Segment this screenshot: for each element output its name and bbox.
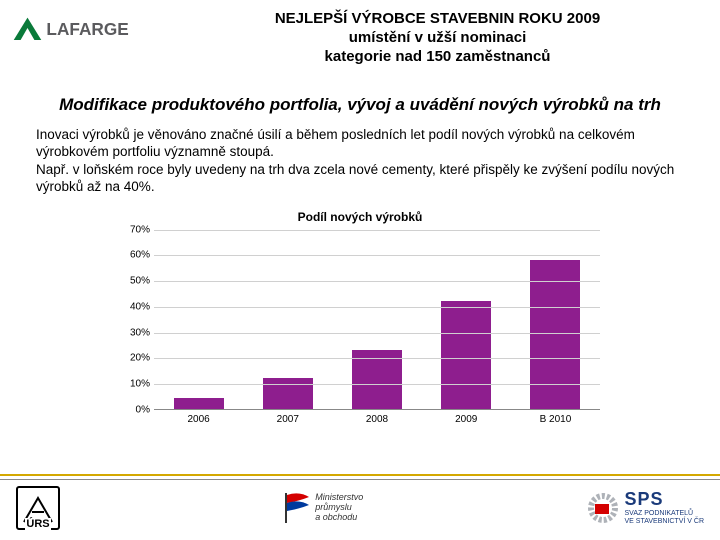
bar-chart: 0%10%20%30%40%50%60%70% xyxy=(154,230,600,410)
chart-ytick: 70% xyxy=(120,224,150,235)
chart-xlabel: 2009 xyxy=(422,410,511,425)
chart-gridline xyxy=(154,384,600,385)
title-line-1: NEJLEPŠÍ VÝROBCE STAVEBNIN ROKU 2009 xyxy=(167,10,708,29)
page-title: NEJLEPŠÍ VÝROBCE STAVEBNIN ROKU 2009 umí… xyxy=(167,8,708,66)
chart-container: Podíl nových výrobků 0%10%20%30%40%50%60… xyxy=(120,210,600,425)
footer: ÚRS Ministerstvo průmyslu a obchodu SPS … xyxy=(0,476,720,540)
chart-x-labels: 2006200720082009B 2010 xyxy=(154,410,600,425)
chart-gridline xyxy=(154,255,600,256)
chart-gridline xyxy=(154,281,600,282)
chart-ytick: 60% xyxy=(120,250,150,261)
chart-ytick: 0% xyxy=(120,404,150,415)
chart-bar-slot xyxy=(422,230,511,409)
chart-bars xyxy=(154,230,600,409)
header: LAFARGE NEJLEPŠÍ VÝROBCE STAVEBNIN ROKU … xyxy=(0,0,720,70)
mpo-line-3: a obchodu xyxy=(315,513,363,523)
chart-ytick: 30% xyxy=(120,327,150,338)
paragraph-1: Inovaci výrobků je věnováno značné úsilí… xyxy=(36,127,635,160)
mpo-line-2: průmyslu xyxy=(315,502,352,512)
chart-bar xyxy=(174,398,224,408)
urs-label: ÚRS xyxy=(25,518,50,530)
sps-logo: SPS SVAZ PODNIKATELŮ VE STAVEBNICTVÍ V Č… xyxy=(585,490,704,526)
chart-bar xyxy=(441,301,491,409)
urs-logo: ÚRS xyxy=(16,486,60,530)
chart-gridline xyxy=(154,307,600,308)
sps-gear-icon xyxy=(585,490,621,526)
lafarge-logo-text: LAFARGE xyxy=(46,19,128,39)
sps-sub-1: SVAZ PODNIKATELŮ xyxy=(625,510,704,518)
chart-ytick: 40% xyxy=(120,301,150,312)
urs-mark-icon: ÚRS xyxy=(16,486,60,530)
title-line-2: umístění v užší nominaci xyxy=(167,29,708,48)
body-paragraphs: Inovaci výrobků je věnováno značné úsilí… xyxy=(36,126,684,196)
chart-bar-slot xyxy=(511,230,600,409)
chart-xlabel: 2007 xyxy=(243,410,332,425)
title-line-3: kategorie nad 150 zaměstnanců xyxy=(167,48,708,67)
mpo-logo: Ministerstvo průmyslu a obchodu xyxy=(281,491,363,525)
section-subtitle: Modifikace produktového portfolia, vývoj… xyxy=(40,94,680,115)
chart-gridline xyxy=(154,333,600,334)
chart-title: Podíl nových výrobků xyxy=(120,210,600,224)
chart-gridline xyxy=(154,358,600,359)
chart-bar xyxy=(263,378,313,409)
mpo-flag-icon xyxy=(281,491,311,525)
sps-brand: SPS xyxy=(625,490,704,510)
chart-bar-slot xyxy=(332,230,421,409)
lafarge-logo: LAFARGE xyxy=(12,12,167,44)
chart-xlabel: B 2010 xyxy=(511,410,600,425)
chart-ytick: 20% xyxy=(120,353,150,364)
chart-bar-slot xyxy=(154,230,243,409)
paragraph-2: Např. v loňském roce byly uvedeny na trh… xyxy=(36,162,674,195)
chart-ytick: 50% xyxy=(120,276,150,287)
chart-bar-slot xyxy=(243,230,332,409)
sps-sub-2: VE STAVEBNICTVÍ V ČR xyxy=(625,518,704,526)
chart-xlabel: 2008 xyxy=(332,410,421,425)
chart-xlabel: 2006 xyxy=(154,410,243,425)
chart-ytick: 10% xyxy=(120,378,150,389)
chart-gridline xyxy=(154,230,600,231)
